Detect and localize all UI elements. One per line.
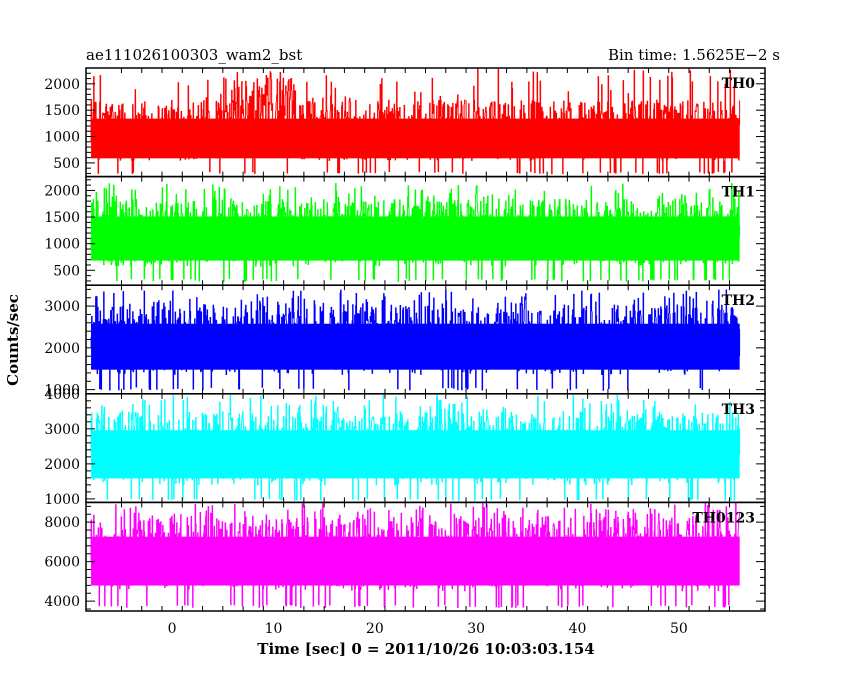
- panel-label-th0123: TH0123: [692, 510, 755, 526]
- y-tick-label: 6000: [44, 555, 80, 571]
- x-axis-ticks: 0 10 20 30 40 50: [168, 621, 688, 637]
- y-tick-label: 3000: [44, 422, 80, 438]
- panel-label-th1: TH1: [722, 185, 755, 201]
- panel-th0123: 4000 6000 8000 TH0123: [44, 501, 766, 612]
- y-tick-label: 2000: [44, 457, 80, 473]
- x-axis-label: Time [sec] 0 = 2011/10/26 10:03:03.154: [257, 640, 594, 658]
- y-tick-label: 3000: [44, 299, 80, 315]
- x-tick-label: 50: [670, 621, 688, 637]
- panel-th2: 1000 2000 3000 TH2: [44, 284, 766, 399]
- bin-time-label: Bin time: 1.5625E−2 s: [608, 46, 780, 64]
- panel-th3: 1000 2000 3000 4000 TH3: [44, 387, 766, 508]
- series-line-th3: [90, 394, 741, 501]
- y-tick-label: 500: [53, 263, 80, 279]
- x-tick-label: 20: [366, 621, 384, 637]
- panel-label-th3: TH3: [722, 402, 755, 418]
- panel-label-th0: TH0: [722, 76, 756, 92]
- x-tick-label: 30: [467, 621, 485, 637]
- y-tick-label: 4000: [44, 594, 80, 610]
- series-line-th1: [90, 183, 741, 282]
- panel-th0: 500 1000 1500 2000 TH0: [44, 67, 766, 178]
- y-tick-label: 1500: [44, 103, 80, 119]
- y-tick-label: 1000: [44, 492, 80, 508]
- y-tick-label: 4000: [44, 387, 80, 403]
- y-tick-label: 500: [53, 156, 80, 172]
- series-line-th0: [90, 68, 741, 175]
- y-tick-label: 1000: [44, 383, 80, 399]
- panels-group: 500 1000 1500 2000 TH0 500 1000 1500 2000 TH1 1000…: [44, 67, 766, 612]
- series-line-th2: [90, 289, 741, 391]
- x-tick-label: 0: [168, 621, 177, 637]
- y-tick-label: 1000: [44, 130, 80, 146]
- y-tick-label: 2000: [44, 183, 80, 199]
- panel-label-th2: TH2: [722, 293, 755, 309]
- chart-title: ae111026100303_wam2_bst: [86, 46, 302, 64]
- y-tick-label: 8000: [44, 515, 80, 531]
- y-tick-label: 2000: [44, 341, 80, 357]
- y-tick-label: 1000: [44, 237, 80, 253]
- y-tick-label: 1500: [44, 210, 80, 226]
- x-tick-label: 10: [265, 621, 283, 637]
- panel-th1: 500 1000 1500 2000 TH1: [44, 175, 766, 286]
- x-tick-label: 40: [569, 621, 587, 637]
- y-tick-label: 2000: [44, 77, 80, 93]
- series-line-th0123: [90, 502, 741, 608]
- y-axis-label: Counts/sec: [4, 294, 22, 386]
